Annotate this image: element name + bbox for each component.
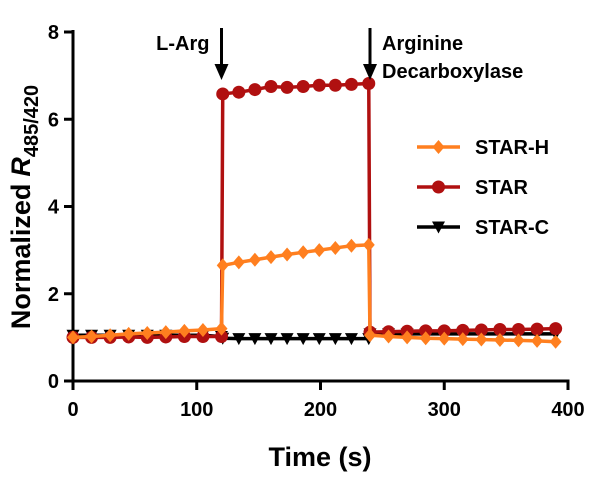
marker: [216, 87, 230, 101]
marker: [382, 329, 395, 344]
marker: [549, 322, 563, 336]
marker: [329, 240, 342, 255]
marker: [232, 255, 245, 270]
marker: [196, 322, 209, 337]
y-axis-title-symbol: R: [6, 157, 36, 177]
marker: [312, 333, 326, 346]
marker: [296, 80, 310, 94]
legend-item: STAR-C: [417, 217, 549, 239]
marker: [344, 333, 358, 346]
marker: [549, 334, 562, 349]
marker: [265, 250, 277, 265]
legend-label: STAR-C: [475, 217, 549, 239]
marker: [297, 245, 310, 260]
y-axis-title-subscript: 485/420: [21, 85, 43, 157]
x-tick-label: 300: [428, 399, 461, 421]
marker: [362, 76, 376, 90]
marker: [474, 323, 488, 337]
marker: [530, 322, 544, 336]
x-tick-label: 400: [551, 399, 584, 421]
marker: [85, 329, 98, 344]
marker: [437, 324, 451, 338]
marker: [512, 333, 525, 348]
marker: [216, 258, 229, 273]
x-tick-label: 100: [180, 399, 213, 421]
marker: [512, 323, 525, 337]
legend-item: STAR: [417, 177, 529, 199]
legend-label: STAR: [475, 177, 529, 199]
marker: [328, 78, 342, 92]
marker: [264, 333, 278, 346]
x-axis-title: Time (s): [268, 442, 371, 472]
x-tick-label: 0: [67, 399, 78, 421]
marker: [362, 237, 375, 252]
annotation-arrowhead: [214, 64, 229, 80]
series-line: [73, 81, 556, 340]
marker: [364, 328, 376, 343]
marker: [104, 328, 117, 343]
marker: [531, 333, 544, 348]
legend-marker: [432, 221, 445, 234]
marker: [493, 332, 506, 347]
y-tick-label: 2: [48, 284, 59, 306]
y-axis-title: Normalized R485/420: [6, 85, 43, 329]
y-tick-label: 4: [48, 197, 60, 219]
annotation-text: Decarboxylase: [382, 61, 523, 83]
marker: [281, 247, 294, 262]
marker: [313, 243, 326, 258]
marker: [264, 80, 278, 94]
marker: [280, 80, 294, 94]
y-tick-label: 8: [48, 22, 59, 44]
marker: [215, 330, 228, 344]
marker: [232, 333, 246, 346]
marker: [344, 77, 358, 91]
marker: [248, 252, 261, 267]
y-tick-label: 6: [48, 109, 59, 131]
marker: [141, 326, 154, 341]
y-tick-label: 0: [48, 371, 59, 393]
marker: [215, 321, 228, 336]
marker: [493, 323, 507, 337]
marker: [178, 323, 191, 338]
marker: [248, 83, 262, 97]
annotation-text: L-Arg: [156, 33, 209, 55]
marker: [328, 333, 342, 346]
marker: [456, 332, 469, 347]
marker: [419, 331, 432, 346]
marker: [475, 332, 488, 347]
legend-item: STAR-H: [417, 137, 549, 159]
legend-marker: [432, 140, 445, 154]
marker: [438, 331, 451, 346]
marker: [312, 78, 326, 92]
marker: [401, 330, 414, 345]
marker: [456, 323, 470, 337]
marker: [419, 324, 433, 338]
marker: [296, 333, 310, 346]
marker: [280, 333, 294, 346]
legend-label: STAR-H: [475, 137, 549, 159]
marker: [248, 333, 262, 346]
x-tick-label: 200: [304, 399, 337, 421]
marker: [345, 238, 358, 253]
annotation-arrowhead: [363, 64, 377, 80]
marker: [232, 85, 246, 99]
marker: [159, 325, 172, 340]
marker: [67, 330, 79, 345]
legend-marker: [432, 180, 445, 194]
annotation-text: Arginine: [382, 33, 463, 55]
y-axis-title-text: Normalized: [6, 184, 36, 330]
marker: [122, 326, 135, 341]
